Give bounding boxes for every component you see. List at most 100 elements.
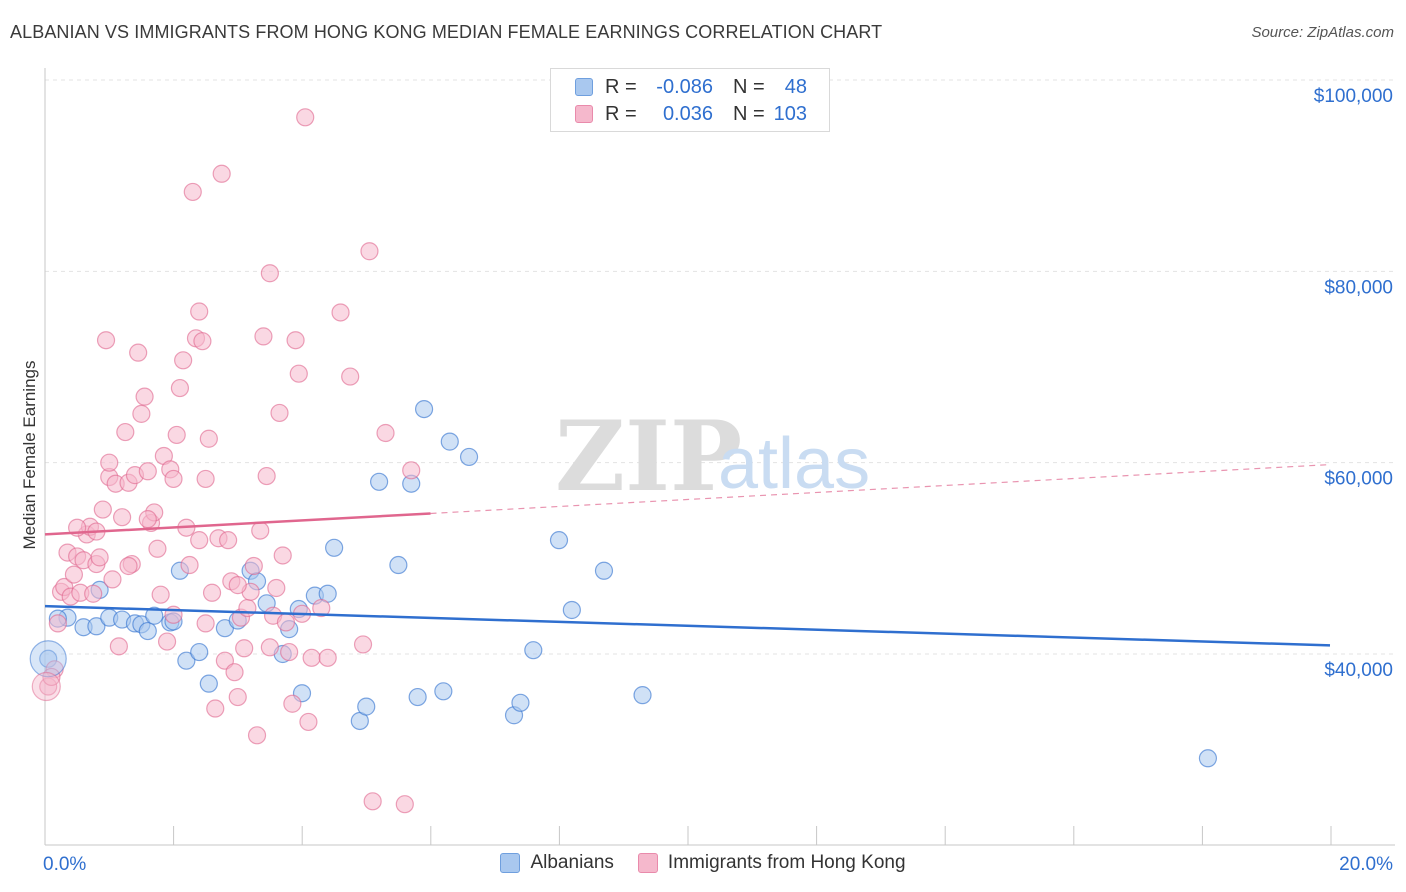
x-tick-label: 20.0%: [1339, 854, 1393, 875]
hongkong-point: [135, 387, 154, 406]
hongkong-point: [260, 264, 279, 283]
hongkong-point: [48, 614, 67, 633]
y-tick-label: $60,000: [1324, 469, 1393, 490]
hongkong-point: [190, 302, 209, 321]
y-tick-label: $80,000: [1324, 277, 1393, 298]
stats-legend-row-albanians: R = -0.086 N = 48: [575, 74, 807, 100]
albanian-point: [459, 447, 479, 467]
albanian-trendline: [44, 604, 1331, 647]
n-key: N =: [733, 75, 765, 98]
source-label: Source: ZipAtlas.com: [1251, 24, 1394, 41]
hongkong-point: [228, 576, 247, 595]
hongkong-point: [90, 548, 109, 567]
hongkong-point: [100, 453, 119, 472]
hongkong-point: [257, 466, 276, 486]
albanian-point: [524, 641, 543, 660]
hongkong-point: [353, 635, 373, 654]
hongkong-point: [244, 556, 263, 576]
hongkong-point: [180, 555, 199, 575]
hongkong-point: [225, 663, 244, 682]
n-value: 103: [773, 102, 807, 125]
hongkong-point: [148, 539, 167, 558]
albanian-point: [370, 472, 389, 491]
hongkong-point: [199, 429, 218, 448]
hongkong-point: [193, 332, 212, 351]
hongkong-point: [247, 726, 267, 745]
hongkong-point: [164, 469, 183, 489]
albanian-point: [325, 538, 344, 557]
legend-item-albanians[interactable]: Albanians: [500, 852, 614, 874]
albanian-point: [414, 399, 434, 419]
hongkong-point: [212, 164, 231, 183]
hongkong-point: [286, 331, 305, 350]
albanian-point: [190, 642, 209, 662]
hongkong-point: [119, 556, 138, 576]
watermark-atlas: atlas: [718, 424, 870, 504]
hongkong-point: [64, 565, 84, 584]
hongkong-point: [109, 637, 128, 656]
hongkong-point: [132, 404, 151, 423]
hongkong-point: [341, 367, 360, 386]
hongkong-point: [129, 343, 148, 362]
hongkong-point: [235, 639, 254, 658]
y-tick-label: $100,000: [1314, 86, 1393, 107]
hongkong-trendline-dashed: [430, 463, 1331, 515]
hongkong-point: [190, 531, 209, 550]
albanian-point: [145, 606, 164, 625]
hongkong-point: [157, 632, 177, 651]
legend-label: Albanians: [530, 852, 614, 873]
hongkong-point: [289, 364, 308, 383]
stats-legend: R = -0.086 N = 48 R = 0.036 N = 103: [550, 68, 830, 132]
albanian-point: [408, 687, 427, 707]
hongkong-point: [302, 648, 321, 667]
hongkong-point: [260, 638, 279, 657]
albanian-point: [87, 617, 106, 636]
hongkong-point: [299, 712, 318, 732]
hongkong-point: [402, 461, 421, 480]
hongkong-point: [238, 598, 257, 618]
hongkong-point: [360, 242, 379, 261]
hongkong-point: [174, 351, 193, 370]
hongkong-point: [280, 642, 299, 662]
hongkong-point: [138, 462, 157, 481]
hongkong-point: [270, 403, 289, 423]
hongkong-point: [103, 570, 122, 589]
n-value: 48: [784, 75, 807, 98]
hongkong-point: [84, 584, 103, 603]
albanians-swatch: [575, 78, 593, 96]
albanian-point-large: [29, 640, 67, 678]
stats-legend-row-hongkong: R = 0.036 N = 103: [575, 101, 807, 127]
y-tick-label: $40,000: [1324, 660, 1393, 681]
hongkong-point: [363, 792, 382, 811]
albanian-point: [389, 555, 408, 575]
legend-item-hongkong[interactable]: Immigrants from Hong Kong: [637, 852, 906, 874]
albanian-point: [357, 697, 376, 716]
hongkong-point: [219, 531, 238, 550]
albanian-point: [549, 531, 569, 550]
albanian-point: [633, 686, 652, 705]
hongkong-point: [202, 583, 222, 602]
hongkong-point: [116, 422, 135, 442]
hongkong-trendline: [44, 512, 431, 536]
r-value: 0.036: [662, 102, 713, 125]
x-tick-label: 0.0%: [43, 854, 86, 875]
hongkong-legend-swatch: [637, 853, 658, 873]
hongkong-point: [296, 108, 315, 127]
hongkong-point: [228, 687, 247, 707]
hongkong-point: [251, 521, 270, 540]
albanian-point: [138, 621, 157, 641]
albanian-point: [440, 432, 459, 451]
hongkong-point: [196, 469, 215, 489]
hongkong-point: [331, 303, 350, 322]
hongkong-point: [93, 500, 112, 519]
hongkong-point: [167, 425, 186, 445]
legend-label: Immigrants from Hong Kong: [667, 852, 906, 873]
albanian-point: [511, 693, 530, 712]
hongkong-point: [276, 613, 296, 632]
hongkong-point: [254, 327, 273, 346]
hongkong-point: [206, 699, 225, 718]
hongkong-point: [267, 578, 286, 598]
hongkong-point: [183, 182, 202, 202]
r-value: -0.086: [656, 75, 713, 98]
